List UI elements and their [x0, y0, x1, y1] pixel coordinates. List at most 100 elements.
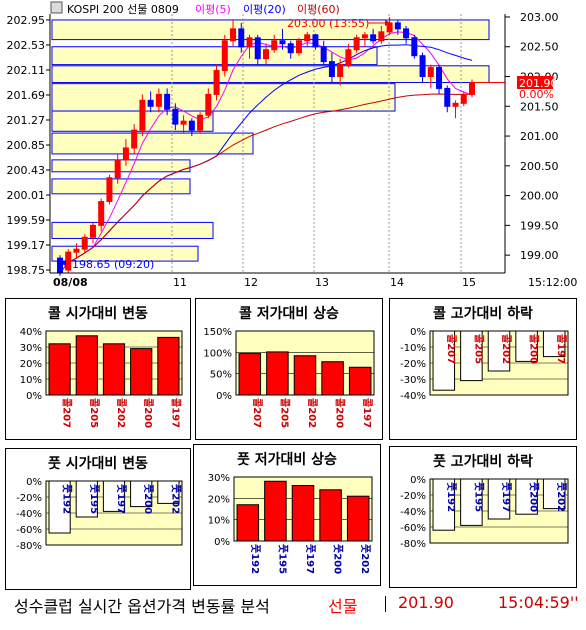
- category-label: 콜200: [142, 398, 154, 428]
- candle-body: [221, 40, 228, 72]
- put-vs-open-panel: 풋 시가대비 변동 0% -20% -40% -60% -80% 풋192 풋195 풋197…: [5, 448, 191, 590]
- left-tick-label: 202.53: [7, 39, 46, 52]
- low-annotation: 198.65 (09:20): [72, 258, 154, 271]
- y-tick-label: 30%: [20, 343, 42, 354]
- candle-body: [444, 87, 451, 107]
- candle-body: [436, 67, 443, 89]
- y-tick-label: 0%: [26, 477, 42, 488]
- call-vs-high-panel: 콜 고가대비 하락 0% -10% -20% -30% -40% 콜207 콜205 콜202…: [389, 298, 577, 440]
- candle-body: [213, 70, 220, 95]
- ma5-legend: 이평(5): [195, 3, 231, 16]
- right-tick-label: 199.50: [520, 219, 559, 232]
- candle-body: [370, 34, 377, 42]
- candle-body: [205, 93, 212, 116]
- panel-title: 콜 시가대비 변동: [48, 306, 148, 322]
- candle-body: [155, 93, 162, 107]
- bar: [264, 480, 287, 542]
- candle-body: [378, 31, 385, 42]
- candle-body: [114, 159, 121, 179]
- category-label: 콜202: [306, 398, 318, 428]
- right-tick-label: 201.50: [520, 100, 559, 113]
- left-tick-label: 202.95: [7, 14, 46, 27]
- category-label: 콜205: [472, 334, 484, 364]
- y-tick-label: -40%: [16, 509, 42, 520]
- candle-body: [469, 81, 475, 95]
- high-annotation: 203.00 (13:55): [287, 17, 369, 30]
- symbol-label: KOSPI 200 선물 0809: [67, 3, 179, 16]
- panel-title: 풋 저가대비 상승: [237, 452, 337, 468]
- price-band: [51, 159, 191, 173]
- candle-body: [57, 257, 63, 274]
- right-tick-label: 202.50: [520, 41, 559, 54]
- y-tick-label: 100%: [203, 348, 232, 359]
- category-label: 콜200: [334, 398, 346, 428]
- put-vs-low-panel: 풋 저가대비 상승 30% 20% 10% 0% 풋192 풋195 풋197 풋200 풋20…: [193, 444, 381, 586]
- candle-body: [254, 37, 261, 60]
- bar: [75, 335, 98, 396]
- candle-body: [411, 37, 418, 57]
- bar: [293, 355, 317, 396]
- category-label: 콜202: [115, 398, 127, 428]
- y-tick-label: 10%: [208, 516, 230, 527]
- bar: [236, 504, 260, 542]
- candle-body: [106, 177, 113, 203]
- candle-body: [427, 67, 434, 78]
- x-tick-label: 15: [462, 276, 476, 289]
- left-tick-label: 201.27: [7, 114, 46, 127]
- bar: [487, 330, 511, 372]
- category-label: 풋195: [276, 544, 288, 574]
- category-label: 콜205: [88, 398, 100, 428]
- candle-body: [328, 61, 335, 78]
- candle-body: [139, 99, 146, 131]
- candle-body: [320, 46, 327, 63]
- candle-body: [460, 93, 467, 104]
- y-tick-label: 10%: [20, 375, 42, 386]
- category-label: 콜207: [445, 334, 457, 364]
- bar: [460, 478, 483, 526]
- candle-body: [122, 147, 129, 161]
- candle-body: [337, 64, 344, 78]
- category-label: 풋202: [359, 544, 371, 574]
- y-tick-label: 30%: [208, 473, 230, 484]
- y-tick-label: -80%: [400, 539, 426, 550]
- candle-body: [403, 28, 410, 39]
- candle-body: [353, 37, 360, 51]
- footer-product: 선물: [328, 597, 358, 616]
- price-band: [51, 46, 378, 66]
- price-band: [51, 221, 214, 239]
- footer-time: 15:04:59'': [498, 593, 579, 612]
- bar: [157, 336, 180, 396]
- category-label: 콜200: [528, 334, 540, 364]
- category-label: 풋202: [555, 482, 567, 512]
- candle-body: [271, 40, 278, 51]
- bar: [542, 478, 566, 510]
- price-band: [51, 65, 490, 83]
- x-tick-label: 12: [244, 276, 258, 289]
- put-vs-high-panel: 풋 고가대비 하락 0% -20% -40% -60% -80% 풋192 풋195 풋197…: [389, 446, 577, 588]
- price-band: [51, 178, 191, 195]
- y-tick-label: -20%: [16, 493, 42, 504]
- call-vs-low-panel: 콜 저가대비 상승 150% 100% 50% 0% 콜207 콜205 콜202 콜200 콜…: [195, 298, 383, 440]
- candle-body: [180, 120, 187, 125]
- category-label: 풋195: [472, 482, 484, 512]
- bar: [238, 353, 262, 396]
- status-footer: 성수클럽 실시간 옵션가격 변동률 분석 선물 201.90 15:04:59'…: [0, 590, 586, 630]
- candle-body: [361, 34, 368, 39]
- y-tick-label: -80%: [16, 541, 42, 552]
- bar: [291, 485, 315, 542]
- bar: [432, 478, 456, 531]
- category-label: 풋192: [445, 482, 457, 512]
- last-price-marker: [517, 76, 553, 89]
- date-label: 08/08: [53, 276, 88, 289]
- category-label: 콜205: [278, 398, 290, 428]
- call-vs-open-panel: 콜 시가대비 변동 40% 30% 20% 10% 0% 콜207 콜205 콜202 콜200…: [5, 298, 191, 440]
- left-tick-label: 200.01: [7, 189, 46, 202]
- bar: [487, 478, 511, 520]
- y-tick-label: 0%: [216, 391, 232, 402]
- right-tick-label: 203.00: [520, 11, 559, 24]
- category-label: 풋202: [169, 484, 181, 514]
- y-tick-label: -20%: [400, 491, 426, 502]
- candle-body: [279, 40, 286, 45]
- ma60-line: [59, 93, 473, 274]
- candle-body: [345, 49, 352, 66]
